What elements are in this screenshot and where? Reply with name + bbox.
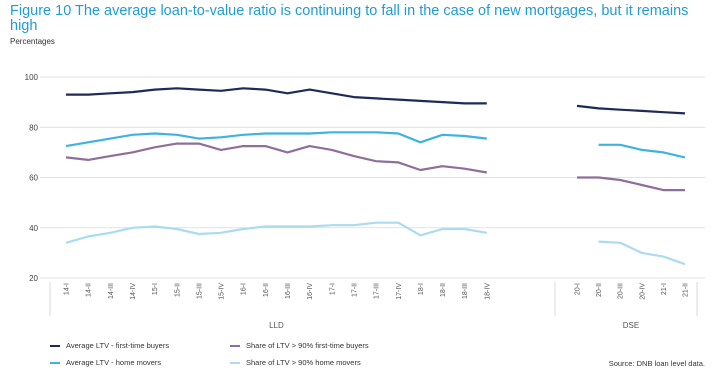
legend-item-home-movers-share: Share of LTV > 90% home movers: [230, 358, 361, 367]
x-tick-label: 20-II: [596, 283, 603, 297]
series-line-dse-0: [576, 104, 686, 115]
x-tick-label: 15-III: [196, 283, 203, 299]
x-tick-label: 18-II: [440, 283, 447, 297]
legend-label: Average LTV - first-time buyers: [66, 341, 170, 350]
x-tick-label: 18-IV: [484, 283, 491, 300]
x-tick-label: 16-I: [241, 283, 248, 295]
legend-item-first-time-buyers-avg: Average LTV - first-time buyers: [50, 341, 169, 350]
x-group-label-lld: LLD: [269, 321, 284, 330]
x-group-label-dse: DSE: [623, 321, 639, 330]
x-tick-label: 17-IV: [396, 283, 403, 300]
x-tick-label: 18-III: [462, 283, 469, 299]
x-tick-label: 21-I: [661, 283, 668, 295]
x-tick-label: 20-IV: [639, 283, 646, 300]
series-line-dse-1: [598, 143, 686, 159]
x-tick-label: 17-I: [329, 283, 336, 295]
x-tick-label: 14-III: [108, 283, 115, 299]
legend-swatch-light-blue: [50, 362, 60, 365]
legend-swatch-pale-blue: [230, 362, 240, 365]
x-tick-label: 15-I: [152, 283, 159, 295]
legend-item-first-time-buyers-share: Share of LTV > 90% first-time buyers: [230, 341, 369, 350]
source-note: Source: DNB loan level data.: [608, 359, 705, 368]
x-tick-label: 15-IV: [219, 283, 226, 300]
y-axis-unit-label: Percentages: [10, 37, 55, 46]
y-tick-label: 60: [29, 174, 38, 183]
legend-label: Share of LTV > 90% first-time buyers: [246, 341, 369, 350]
x-tick-label: 18-I: [418, 283, 425, 295]
x-tick-label: 21-II: [683, 283, 690, 297]
series-line-lld-3: [65, 221, 487, 244]
series-line-lld-1: [65, 131, 487, 148]
figure-title: Figure 10 The average loan-to-value rati…: [10, 3, 689, 34]
x-tick-label: 16-IV: [307, 283, 314, 300]
series-line-dse-3: [598, 240, 686, 266]
y-tick-label: 80: [29, 123, 38, 132]
x-tick-label: 16-II: [263, 283, 270, 297]
y-tick-label: 40: [29, 224, 38, 233]
x-tick-label: 16-III: [285, 283, 292, 299]
legend-swatch-dark-blue: [50, 345, 60, 348]
x-tick-label: 17-III: [374, 283, 381, 299]
x-tick-label: 20-I: [575, 283, 582, 295]
x-tick-label: 14-I: [64, 283, 71, 295]
legend-label: Share of LTV > 90% home movers: [246, 358, 361, 367]
series-line-lld-2: [65, 142, 487, 174]
legend-label: Average LTV - home movers: [66, 358, 162, 367]
series-line-lld-0: [66, 87, 487, 105]
series-line-dse-2: [577, 176, 685, 192]
y-tick-label: 100: [25, 73, 39, 82]
y-tick-label: 20: [29, 274, 38, 283]
legend-swatch-mauve: [230, 345, 240, 348]
x-tick-label: 20-III: [618, 283, 625, 299]
x-tick-label: 14-II: [86, 283, 93, 297]
x-tick-label: 15-II: [174, 283, 181, 297]
x-tick-label: 14-IV: [130, 283, 137, 300]
legend-item-home-movers-avg: Average LTV - home movers: [50, 358, 161, 367]
x-tick-label: 17-II: [351, 283, 358, 297]
